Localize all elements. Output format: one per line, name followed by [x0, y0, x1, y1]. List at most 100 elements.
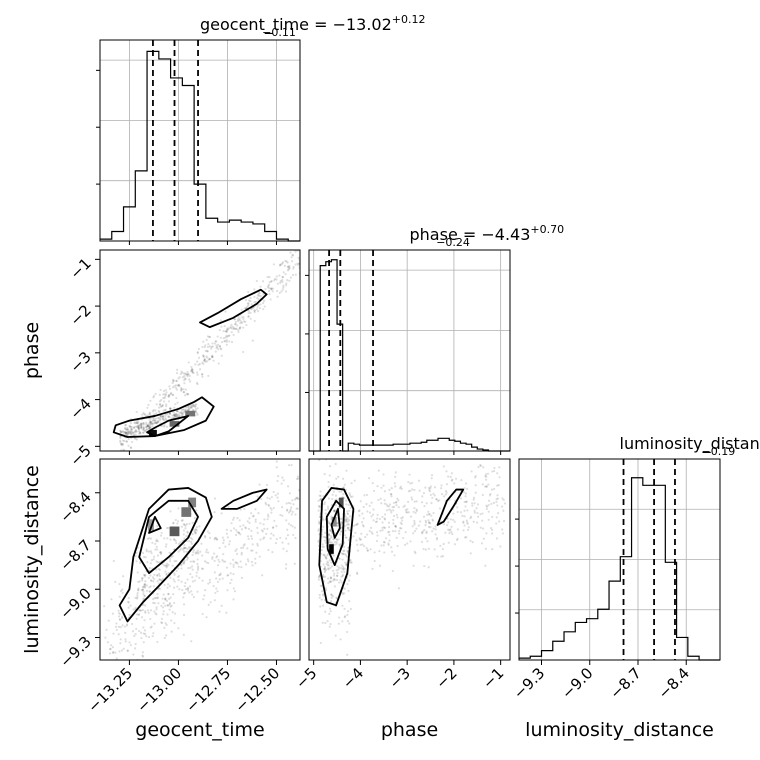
sample-point — [189, 380, 192, 383]
sample-point — [396, 544, 399, 548]
sample-point — [475, 507, 478, 510]
sample-point — [219, 336, 222, 339]
sample-point — [487, 518, 490, 521]
sample-point — [173, 415, 177, 419]
sample-point — [381, 521, 384, 524]
sample-point — [328, 607, 332, 610]
sample-point — [234, 322, 237, 326]
sample-point — [341, 574, 344, 578]
sample-point — [497, 520, 501, 523]
sample-point — [184, 524, 187, 527]
contour-line — [199, 288, 268, 329]
sample-point — [159, 403, 162, 406]
sample-point — [183, 559, 186, 562]
sample-point — [277, 475, 280, 478]
sample-point — [104, 636, 107, 639]
sample-point — [425, 502, 428, 505]
sample-point — [285, 563, 288, 566]
sample-point — [221, 558, 224, 562]
sample-point — [421, 532, 424, 535]
sample-point — [180, 370, 183, 373]
sample-point — [491, 528, 494, 531]
sample-point — [130, 429, 133, 432]
sample-point — [414, 511, 417, 515]
sample-point — [191, 553, 194, 556]
sample-point — [121, 617, 124, 620]
sample-point — [112, 651, 115, 654]
sample-point — [120, 442, 124, 445]
sample-point — [263, 518, 266, 521]
sample-point — [481, 519, 484, 522]
sample-point — [156, 596, 159, 599]
sample-point — [346, 526, 350, 529]
sample-point — [161, 418, 165, 421]
sample-point — [162, 418, 165, 421]
sample-point — [392, 509, 395, 512]
sample-point — [280, 482, 283, 485]
sample-point — [129, 430, 132, 434]
sample-point — [145, 428, 148, 431]
sample-point — [149, 617, 152, 621]
sample-point — [247, 309, 251, 313]
sample-point — [333, 509, 336, 512]
histogram-title: phase = −4.43+0.70 −0.24 — [410, 223, 565, 249]
sample-point — [177, 567, 180, 570]
sample-point — [137, 589, 140, 592]
title-upper-error: +0.70 — [530, 223, 564, 236]
sample-point — [142, 431, 145, 434]
sample-point — [440, 555, 443, 558]
sample-point — [139, 423, 142, 427]
sample-point — [160, 398, 163, 402]
sample-point — [238, 327, 241, 330]
sample-point — [385, 509, 389, 512]
sample-point — [142, 428, 145, 431]
sample-point — [169, 596, 172, 599]
sample-point — [411, 488, 414, 491]
sample-point — [264, 287, 267, 291]
sample-point — [174, 539, 177, 542]
sample-point — [143, 583, 146, 586]
sample-point — [213, 559, 216, 562]
sample-point — [151, 541, 154, 544]
sample-point — [142, 626, 145, 629]
panel-frame — [308, 458, 511, 661]
sample-point — [154, 612, 157, 615]
sample-point — [240, 553, 243, 556]
sample-point — [203, 535, 207, 538]
sample-point — [187, 540, 191, 543]
sample-point — [152, 580, 155, 583]
sample-point — [322, 518, 325, 521]
density-bin — [331, 516, 337, 527]
sample-point — [104, 672, 106, 674]
sample-point — [383, 526, 387, 530]
sample-point — [208, 335, 211, 339]
sample-point — [185, 406, 188, 409]
sample-point — [431, 518, 434, 521]
sample-point — [167, 593, 170, 596]
sample-point — [223, 324, 226, 328]
sample-point — [142, 632, 145, 635]
sample-point — [173, 601, 176, 605]
sample-point — [140, 422, 143, 426]
density-bin — [169, 421, 180, 427]
sample-point — [144, 632, 147, 636]
sample-point — [261, 280, 265, 283]
sample-point — [365, 502, 368, 506]
sample-point — [370, 515, 373, 518]
xtick-label: −9.3 — [510, 664, 548, 702]
sample-point — [428, 488, 431, 491]
sample-point — [207, 358, 211, 361]
sample-point — [183, 382, 186, 385]
sample-point — [282, 286, 285, 289]
sample-point — [242, 317, 245, 321]
sample-point — [123, 439, 126, 443]
sample-point — [318, 575, 321, 578]
sample-point — [328, 540, 331, 543]
sample-point — [266, 496, 269, 500]
sample-point — [327, 564, 330, 567]
sample-point — [200, 567, 204, 570]
sample-point — [334, 494, 338, 497]
sample-point — [412, 564, 415, 567]
sample-point — [225, 566, 229, 569]
sample-point — [164, 416, 167, 420]
